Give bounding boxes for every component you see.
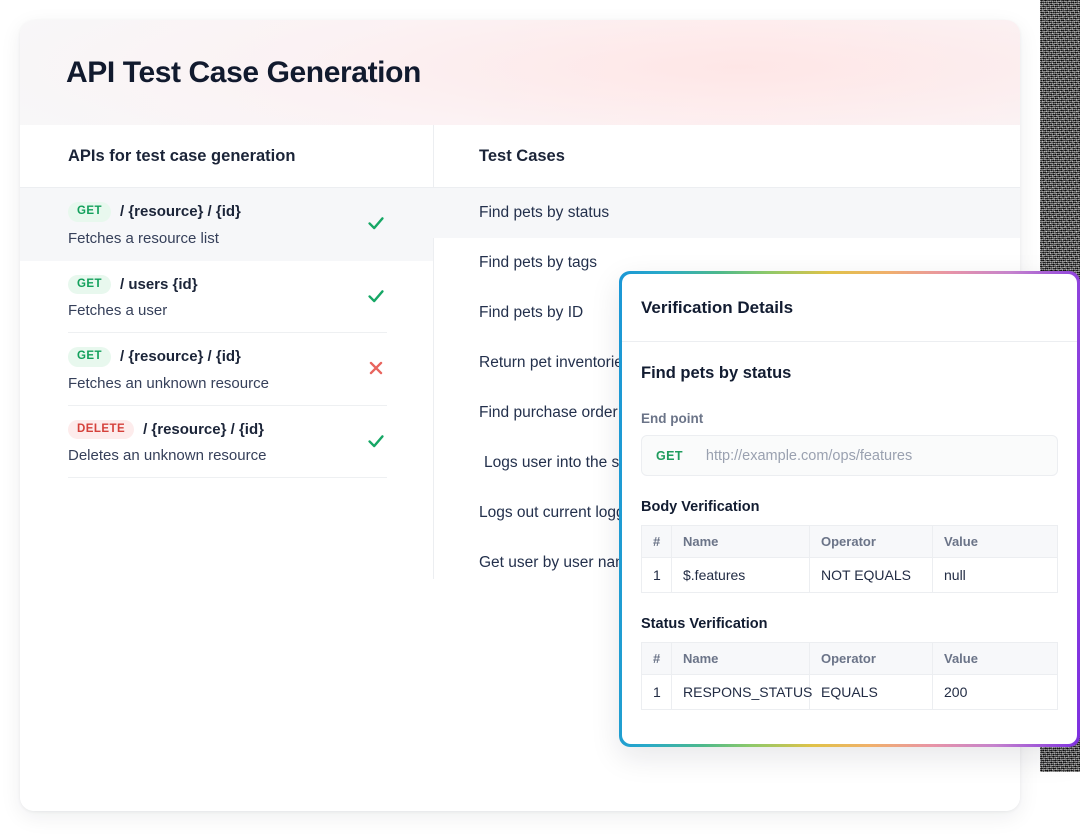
cell-name: $.features xyxy=(671,557,810,593)
api-item-content: GET / users {id} Fetches a user xyxy=(68,274,198,319)
row-separator xyxy=(68,477,387,478)
check-icon xyxy=(368,289,384,302)
app-header: API Test Case Generation xyxy=(20,20,1020,125)
test-cases-column-heading: Test Cases xyxy=(433,125,1020,188)
api-item-header: DELETE / {resource} / {id} xyxy=(68,419,266,439)
api-description: Fetches an unknown resource xyxy=(68,374,269,392)
body-verification-table-head: # Name Operator Value xyxy=(641,525,1058,558)
verification-panel-inner: Verification Details Find pets by status… xyxy=(622,274,1077,744)
api-list-item[interactable]: GET / {resource} / {id} Fetches an unkno… xyxy=(20,333,433,406)
verification-panel-body: Find pets by status End point GET http:/… xyxy=(622,342,1077,710)
table-header-row: # Name Operator Value xyxy=(641,642,1058,675)
test-case-item[interactable]: Find pets by status xyxy=(433,188,1020,238)
method-badge: GET xyxy=(68,347,111,367)
status-verification-table: # Name Operator Value 1 RESPONS_STATUS E… xyxy=(641,642,1058,710)
method-badge: GET xyxy=(68,202,111,222)
body-verification-table-body: 1 $.features NOT EQUALS null xyxy=(641,557,1058,593)
test-case-item[interactable]: Find purchase order by ID xyxy=(479,404,659,421)
apis-column: APIs for test case generation GET / {res… xyxy=(20,125,433,811)
api-list-item[interactable]: GET / {resource} / {id} Fetches a resour… xyxy=(20,188,433,261)
api-item-content: GET / {resource} / {id} Fetches an unkno… xyxy=(68,347,269,392)
api-item-content: GET / {resource} / {id} Fetches a resour… xyxy=(68,202,241,247)
column-header-operator: Operator xyxy=(809,642,933,675)
check-icon xyxy=(368,217,384,230)
column-header-value: Value xyxy=(932,525,1058,558)
column-header-name: Name xyxy=(671,642,810,675)
api-description: Deletes an unknown resource xyxy=(68,447,267,464)
api-item-header: GET / {resource} / {id} xyxy=(68,202,241,222)
endpoint-label: End point xyxy=(641,411,704,426)
column-header-index: # xyxy=(641,642,672,675)
test-case-item[interactable]: Find pets by tags xyxy=(479,254,598,271)
verification-panel-header: Verification Details xyxy=(622,274,1077,342)
api-item-header: GET / {resource} / {id} xyxy=(68,347,269,367)
selected-test-case-name: Find pets by status xyxy=(641,364,792,382)
api-description: Fetches a user xyxy=(68,302,168,319)
app-card: API Test Case Generation APIs for test c… xyxy=(20,20,1020,811)
row-separator xyxy=(68,332,387,333)
table-row: 1 $.features NOT EQUALS null xyxy=(641,557,1058,593)
status-verification-title: Status Verification xyxy=(641,616,768,632)
verification-details-panel: Verification Details Find pets by status… xyxy=(619,271,1080,747)
test-case-item[interactable]: Find pets by ID xyxy=(479,304,584,321)
api-path: / {resource} / {id} xyxy=(143,420,264,438)
api-item-header: GET / users {id} xyxy=(68,274,198,294)
column-header-name: Name xyxy=(671,525,810,558)
api-list-item[interactable]: DELETE / {resource} / {id} Deletes an un… xyxy=(20,406,433,478)
column-header-value: Value xyxy=(932,642,1058,675)
cell-operator: EQUALS xyxy=(809,674,933,710)
cell-index: 1 xyxy=(641,557,672,593)
status-verification-table-body: 1 RESPONS_STATUS EQUALS 200 xyxy=(641,674,1058,710)
row-separator xyxy=(68,404,387,406)
body-verification-table: # Name Operator Value 1 $.features NOT E… xyxy=(641,525,1058,593)
body-verification-title: Body Verification xyxy=(641,499,760,515)
method-badge: GET xyxy=(68,274,111,294)
endpoint-method-badge: GET xyxy=(656,448,683,463)
test-case-item[interactable]: Logs user into the system xyxy=(484,454,661,471)
column-header-index: # xyxy=(641,525,672,558)
api-path: / {resource} / {id} xyxy=(120,348,241,366)
api-description: Fetches a resource list xyxy=(68,229,219,247)
cell-value: 200 xyxy=(944,684,968,700)
test-case-item[interactable]: Return pet inventories xyxy=(479,354,631,371)
test-case-item[interactable]: Get user by user name xyxy=(479,554,637,571)
api-item-content: DELETE / {resource} / {id} Deletes an un… xyxy=(68,419,267,464)
table-row: 1 RESPONS_STATUS EQUALS 200 xyxy=(641,674,1058,710)
column-header-operator: Operator xyxy=(809,525,933,558)
verification-panel-title: Verification Details xyxy=(641,297,794,317)
endpoint-url-input[interactable]: http://example.com/ops/features xyxy=(705,447,913,464)
check-icon xyxy=(368,434,384,447)
status-verification-table-head: # Name Operator Value xyxy=(641,642,1058,675)
cell-name: RESPONS_STATUS xyxy=(671,674,812,710)
cross-icon xyxy=(369,361,383,375)
column-divider xyxy=(433,125,434,579)
cell-index: 1 xyxy=(641,674,672,710)
endpoint-input-group[interactable]: GET http://example.com/ops/features xyxy=(641,435,1058,476)
apis-column-heading: APIs for test case generation xyxy=(20,125,433,188)
api-list-item[interactable]: GET / users {id} Fetches a user xyxy=(20,261,433,333)
page-title: API Test Case Generation xyxy=(66,55,421,89)
cell-operator: NOT EQUALS xyxy=(809,557,933,593)
api-path: / {resource} / {id} xyxy=(120,203,241,221)
method-badge: DELETE xyxy=(68,419,135,439)
table-header-row: # Name Operator Value xyxy=(641,525,1058,558)
cell-value: null xyxy=(944,567,966,583)
api-path: / users {id} xyxy=(120,275,198,293)
